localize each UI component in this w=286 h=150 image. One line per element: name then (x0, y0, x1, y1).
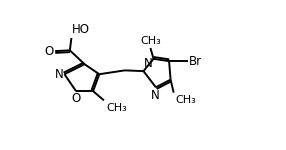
Text: N: N (151, 89, 160, 102)
Text: O: O (44, 45, 53, 58)
Text: Br: Br (189, 55, 202, 68)
Text: CH₃: CH₃ (175, 95, 196, 105)
Text: CH₃: CH₃ (140, 36, 161, 46)
Text: N: N (144, 57, 153, 70)
Text: O: O (72, 92, 81, 105)
Text: HO: HO (72, 24, 90, 36)
Text: CH₃: CH₃ (106, 103, 127, 113)
Text: N: N (55, 68, 64, 81)
